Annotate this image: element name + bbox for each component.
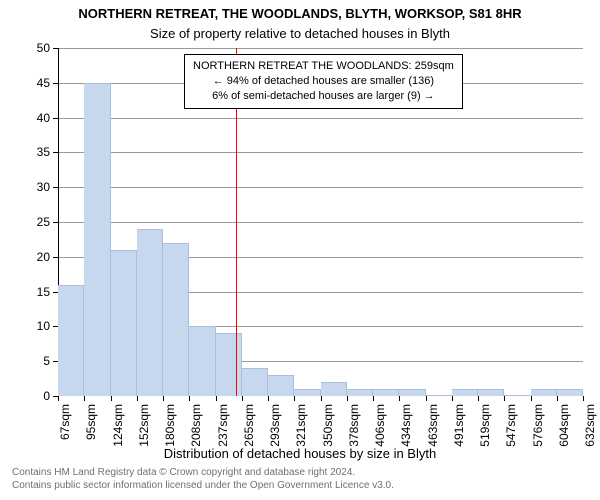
annotation-box: NORTHERN RETREAT THE WOODLANDS: 259sqm← …	[184, 54, 463, 109]
footnote: Contains HM Land Registry data © Crown c…	[12, 466, 394, 492]
y-tick-label: 30	[37, 180, 50, 194]
histogram-bar	[531, 389, 557, 396]
plot-area: 0510152025303540455067sqm95sqm124sqm152s…	[58, 48, 583, 396]
x-tick-label: 237sqm	[216, 404, 230, 447]
histogram-bar	[426, 395, 452, 396]
x-tick-label: 180sqm	[163, 404, 177, 447]
x-tick-label: 378sqm	[347, 404, 361, 447]
x-tick-label: 632sqm	[583, 404, 597, 447]
histogram-bar	[452, 389, 478, 396]
y-tick-label: 10	[37, 319, 50, 333]
y-tick-label: 5	[43, 354, 50, 368]
x-tick-label: 95sqm	[84, 404, 98, 440]
y-tick-label: 20	[37, 250, 50, 264]
histogram-bar	[163, 243, 189, 396]
histogram-bar	[189, 326, 215, 396]
y-tick-label: 15	[37, 285, 50, 299]
grid-line	[58, 152, 583, 153]
histogram-bar	[321, 382, 347, 396]
annotation-line-2: ← 94% of detached houses are smaller (13…	[193, 74, 454, 89]
x-tick-label: 491sqm	[452, 404, 466, 447]
histogram-chart: NORTHERN RETREAT, THE WOODLANDS, BLYTH, …	[0, 0, 600, 500]
grid-line	[58, 118, 583, 119]
histogram-bar	[373, 389, 399, 396]
x-tick-label: 604sqm	[557, 404, 571, 447]
x-tick-label: 463sqm	[426, 404, 440, 447]
y-tick-label: 25	[37, 215, 50, 229]
x-tick-label: 434sqm	[399, 404, 413, 447]
histogram-bar	[111, 250, 137, 396]
grid-line	[58, 48, 583, 49]
annotation-line-3: 6% of semi-detached houses are larger (9…	[193, 89, 454, 104]
annotation-line-1: NORTHERN RETREAT THE WOODLANDS: 259sqm	[193, 59, 454, 74]
histogram-bar	[84, 83, 110, 396]
y-tick-label: 45	[37, 76, 50, 90]
y-tick-label: 40	[37, 111, 50, 125]
histogram-bar	[399, 389, 425, 396]
x-tick-label: 406sqm	[373, 404, 387, 447]
x-tick-label: 124sqm	[111, 404, 125, 447]
histogram-bar	[268, 375, 294, 396]
x-tick-label: 152sqm	[137, 404, 151, 447]
histogram-bar	[137, 229, 163, 396]
footnote-line-2: Contains public sector information licen…	[12, 479, 394, 492]
x-tick-label: 519sqm	[478, 404, 492, 447]
x-tick-label: 208sqm	[189, 404, 203, 447]
chart-subtitle: Size of property relative to detached ho…	[0, 26, 600, 41]
histogram-bar	[347, 389, 373, 396]
histogram-bar	[478, 389, 504, 396]
histogram-bar	[242, 368, 268, 396]
histogram-bar	[294, 389, 320, 396]
histogram-bar	[216, 333, 242, 396]
y-tick-label: 0	[43, 389, 50, 403]
histogram-bar	[58, 285, 84, 396]
x-tick-label: 321sqm	[294, 404, 308, 447]
x-tick-label: 67sqm	[58, 404, 72, 440]
y-tick-label: 50	[37, 41, 50, 55]
grid-line	[58, 222, 583, 223]
x-tick-label: 547sqm	[504, 404, 518, 447]
histogram-bar	[504, 395, 530, 396]
x-tick-label: 350sqm	[321, 404, 335, 447]
histogram-bar	[557, 389, 583, 396]
x-tick-label: 293sqm	[268, 404, 282, 447]
y-tick-label: 35	[37, 145, 50, 159]
x-tick-label: 576sqm	[531, 404, 545, 447]
footnote-line-1: Contains HM Land Registry data © Crown c…	[12, 466, 394, 479]
x-tick-label: 265sqm	[242, 404, 256, 447]
grid-line	[58, 187, 583, 188]
x-axis-label: Distribution of detached houses by size …	[0, 446, 600, 461]
chart-title: NORTHERN RETREAT, THE WOODLANDS, BLYTH, …	[0, 6, 600, 21]
